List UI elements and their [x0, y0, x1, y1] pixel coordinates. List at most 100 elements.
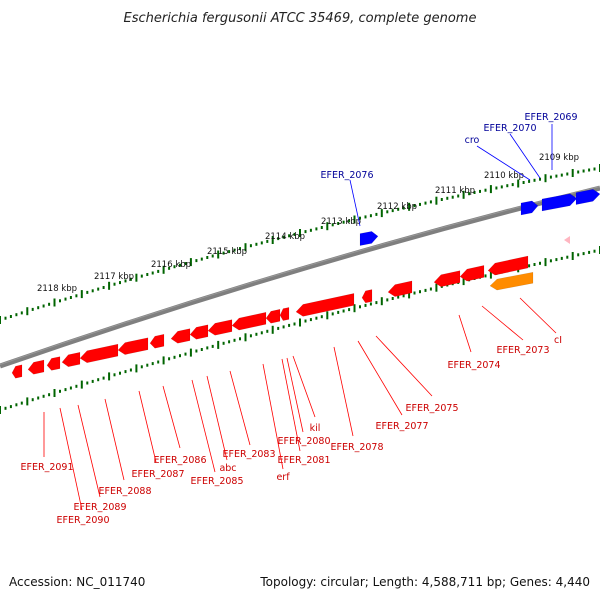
accession-text: Accession: NC_011740: [9, 575, 146, 589]
minor-tick: [200, 257, 203, 261]
major-tick: [162, 356, 165, 365]
callout-line: [349, 179, 361, 227]
gene-label: erf: [276, 472, 290, 483]
axis-tick-label: 2117 kbp: [94, 272, 134, 282]
minor-tick: [42, 394, 45, 398]
minor-tick: [277, 237, 280, 241]
minor-tick: [391, 297, 394, 300]
major-tick: [244, 243, 247, 252]
callout-line: [77, 404, 101, 498]
major-tick: [135, 273, 138, 282]
gene-label: EFER_2078: [331, 442, 384, 453]
minor-tick: [375, 301, 378, 305]
minor-tick: [473, 191, 476, 194]
minor-tick: [239, 337, 241, 341]
minor-tick: [566, 172, 569, 176]
reverse-gene-arrow: [207, 319, 233, 336]
minor-tick: [91, 289, 94, 293]
minor-tick: [391, 209, 394, 213]
minor-tick: [484, 188, 487, 192]
minor-tick: [200, 348, 203, 351]
callout-line: [59, 407, 83, 511]
minor-tick: [288, 323, 291, 327]
axis-tick-labels: 2109 kbp 2110 kbp 2111 kbp 2112 kbp 2113 kbp…: [37, 153, 579, 294]
minor-tick: [397, 295, 400, 299]
minor-tick: [168, 266, 171, 270]
minor-tick: [97, 287, 100, 291]
minor-tick: [522, 181, 525, 184]
minor-tick: [293, 322, 296, 326]
reverse-gene-arrow: [46, 356, 61, 371]
callout-line: [509, 133, 541, 179]
major-tick: [489, 270, 492, 279]
gene-label: EFER_2089: [74, 502, 127, 513]
minor-tick: [9, 405, 12, 409]
minor-tick: [342, 309, 345, 313]
minor-tick: [560, 173, 563, 177]
gene-label: EFER_2083: [223, 449, 276, 460]
major-tick: [108, 372, 111, 381]
minor-tick: [206, 346, 209, 350]
minor-tick: [233, 338, 236, 342]
callout-line: [357, 340, 403, 416]
axis-tick-label: 2111 kbp: [435, 186, 475, 196]
minor-tick: [157, 269, 160, 273]
minor-tick: [129, 368, 132, 372]
minor-tick: [37, 396, 40, 400]
minor-tick: [15, 313, 18, 317]
major-tick: [462, 190, 465, 199]
minor-tick: [249, 244, 252, 248]
callout-line: [333, 346, 354, 437]
minor-tick: [397, 207, 400, 211]
minor-tick: [20, 401, 23, 405]
forward-gene-arrow: [541, 193, 578, 212]
upper-tick-ring: [0, 164, 600, 324]
gene-features: [11, 189, 600, 379]
callout-line: [262, 363, 284, 470]
gene-label: EFER_2069: [525, 112, 578, 123]
minor-tick: [419, 202, 421, 206]
minor-tick: [528, 264, 531, 268]
minor-tick: [577, 253, 580, 257]
major-tick: [353, 215, 356, 224]
minor-tick: [566, 255, 569, 259]
minor-tick: [533, 178, 536, 182]
minor-tick: [304, 230, 307, 234]
minor-tick: [304, 319, 307, 323]
major-tick: [517, 179, 520, 188]
minor-tick: [386, 210, 389, 214]
minor-tick: [119, 281, 121, 285]
minor-tick: [140, 274, 143, 278]
minor-tick: [484, 274, 487, 278]
minor-tick: [331, 223, 334, 227]
major-tick: [462, 277, 465, 286]
genome-summary-text: Topology: circular; Length: 4,588,711 bp…: [260, 575, 590, 589]
gene-label: abc: [219, 463, 236, 474]
minor-tick: [97, 378, 100, 382]
axis-tick-label: 2110 kbp: [484, 171, 524, 181]
major-tick: [353, 304, 356, 313]
minor-tick: [239, 247, 241, 251]
axis-tick-label: 2115 kbp: [207, 247, 247, 257]
major-tick: [108, 281, 111, 290]
major-tick: [571, 169, 574, 177]
gene-label: EFER_2074: [448, 360, 501, 371]
minor-tick: [102, 286, 105, 289]
major-tick: [53, 389, 56, 397]
axis-tick-label: 2118 kbp: [37, 284, 77, 294]
minor-tick: [266, 239, 269, 243]
reverse-gene-arrow: [79, 343, 119, 364]
major-tick: [489, 185, 492, 194]
axis-tick-label: 2112 kbp: [377, 202, 417, 212]
minor-tick: [533, 263, 536, 266]
forward-gene-arrow: [520, 200, 539, 216]
gene-label: EFER_2087: [132, 469, 185, 480]
major-tick: [408, 290, 411, 299]
gene-label: EFER_2090: [57, 515, 110, 526]
reverse-gene-arrow: [459, 265, 485, 282]
minor-tick: [359, 305, 361, 309]
minor-tick: [124, 370, 127, 374]
minor-tick: [560, 256, 563, 260]
callout-line: [138, 390, 157, 463]
